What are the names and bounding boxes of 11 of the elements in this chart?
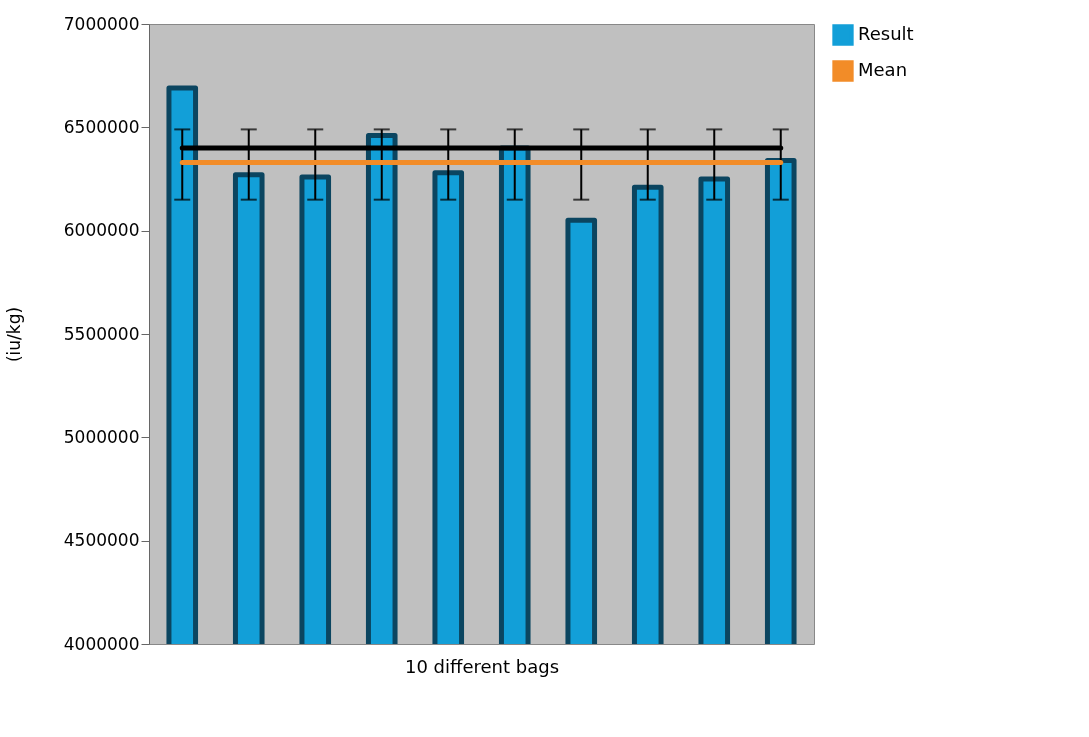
y-tick-label: 4000000	[63, 633, 140, 654]
legend-label: Result	[858, 23, 914, 44]
y-tick-label: 4500000	[63, 530, 140, 551]
legend-label: Mean	[858, 59, 908, 80]
y-axis-title: (iu/kg)	[3, 306, 24, 363]
y-tick-label: 7000000	[63, 13, 140, 34]
y-tick-label: 6000000	[63, 220, 140, 241]
y-tick-label: 5500000	[63, 323, 140, 344]
y-tick-label: 6500000	[63, 116, 140, 137]
y-tick-label: 5000000	[63, 426, 140, 447]
x-axis-title: 10 different bags	[404, 655, 560, 677]
